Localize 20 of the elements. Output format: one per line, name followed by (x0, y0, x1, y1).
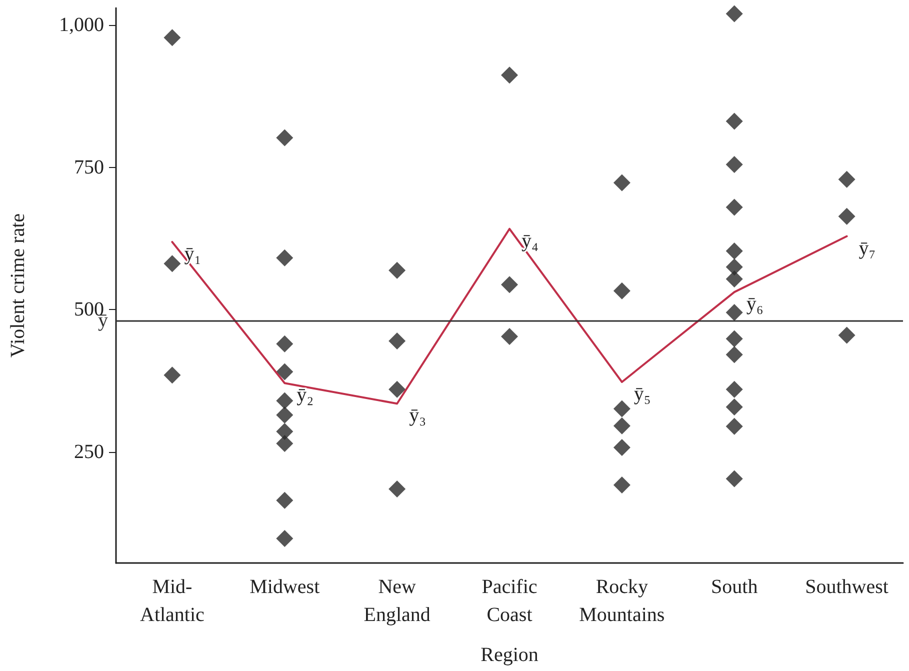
annotation: ȳ₃ (409, 404, 426, 427)
y-tick-label: 750 (74, 156, 104, 178)
x-tick-label: South (711, 576, 758, 598)
line-series (171, 228, 848, 405)
x-tick-label: Southwest (805, 576, 889, 598)
annotation: ȳ₁ (184, 242, 202, 265)
x-tick-label: Midwest (250, 576, 320, 598)
y-axis-title: Violent crime rate (7, 213, 29, 358)
x-axis-title: Region (480, 644, 538, 666)
x-tick-label: New England (364, 576, 430, 626)
annotation: ȳ₂ (296, 384, 314, 406)
annotation: ȳ₅ (634, 382, 651, 405)
annotation: ȳ₄ (522, 230, 538, 252)
annotation: ȳ₆ (746, 293, 764, 316)
y-tick-label: 1,000 (59, 14, 104, 36)
x-tick-label: Rocky Mountains (579, 576, 665, 626)
x-tick-label: Mid-Atlantic (140, 576, 205, 626)
x-tick-label: Pacific Coast (482, 576, 538, 626)
annotation: ȳ₇ (858, 237, 876, 260)
y-tick-label: 250 (74, 441, 104, 463)
